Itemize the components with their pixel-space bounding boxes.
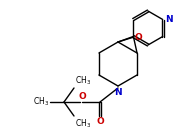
Text: CH$_3$: CH$_3$ [75, 75, 91, 87]
Text: CH$_3$: CH$_3$ [75, 117, 91, 129]
Text: O: O [134, 33, 142, 42]
Text: O: O [78, 92, 86, 101]
Text: CH$_3$: CH$_3$ [33, 96, 49, 108]
Text: N: N [114, 88, 122, 97]
Text: N: N [165, 15, 172, 24]
Text: O: O [96, 117, 104, 126]
